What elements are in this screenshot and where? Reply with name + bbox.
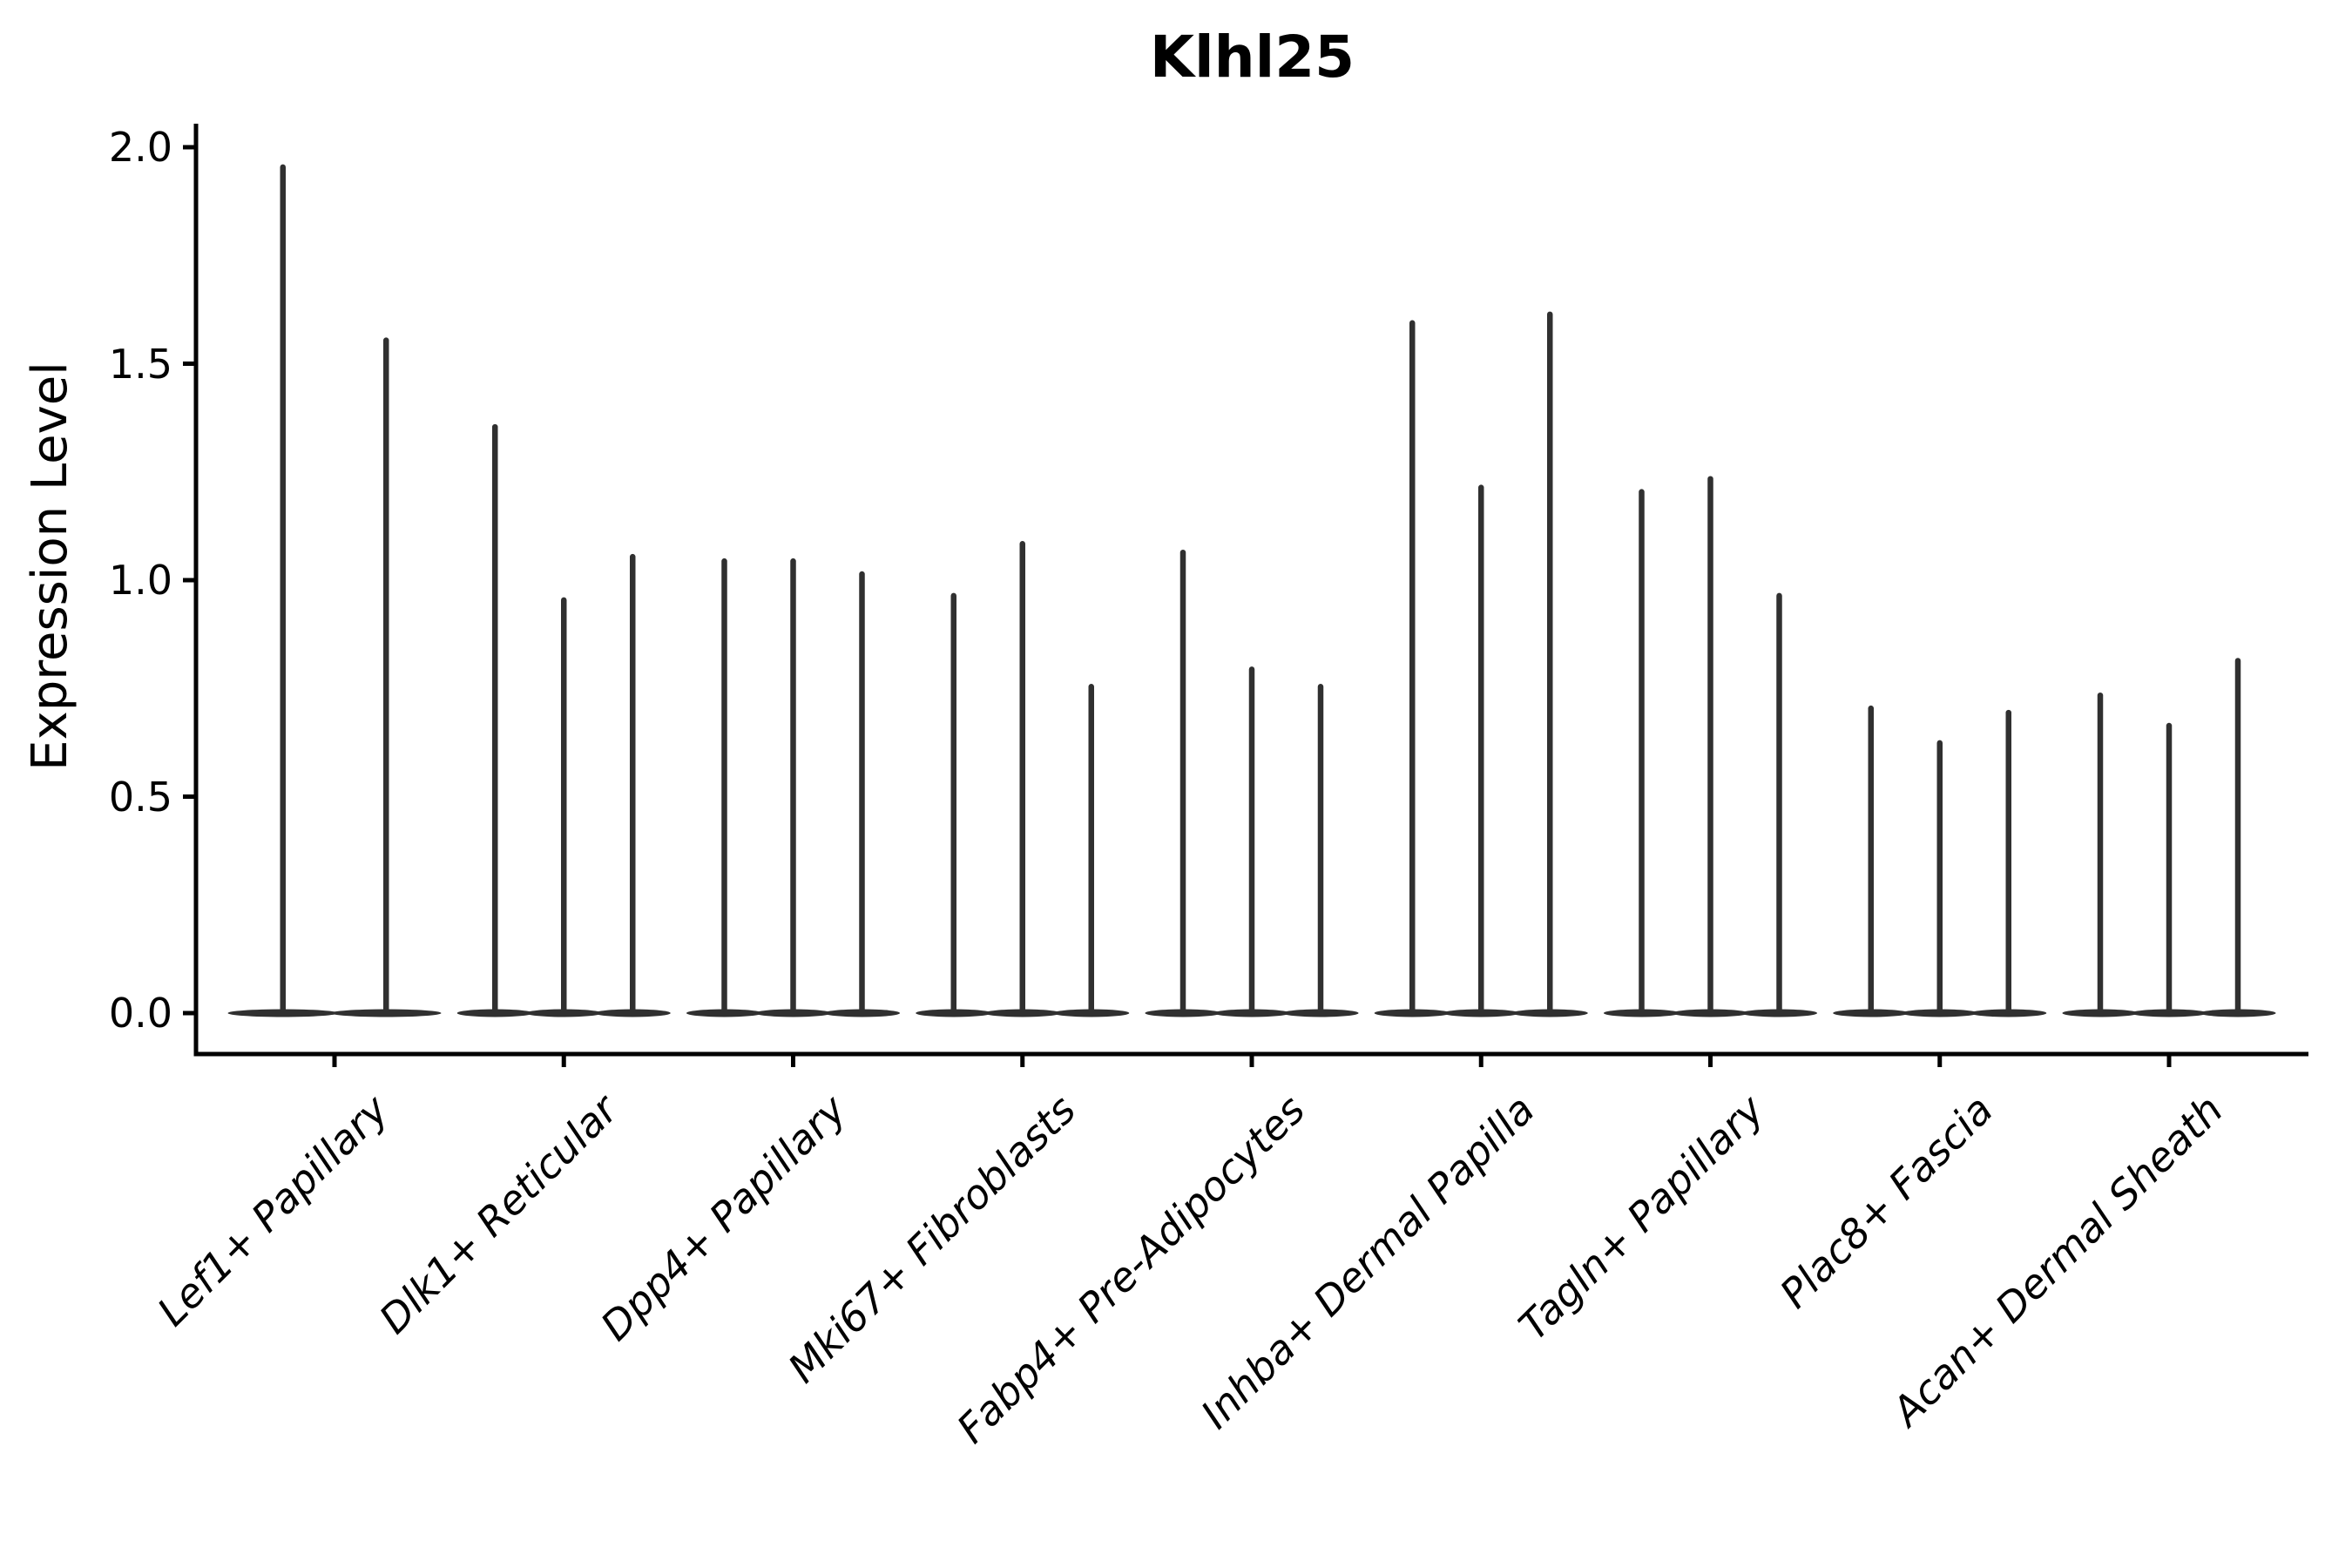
y-tick-label: 2.0 [108,124,172,171]
y-tick-label: 0.0 [108,990,172,1037]
y-tick-label: 0.5 [108,773,172,821]
y-tick-label: 1.0 [108,557,172,604]
y-tick-label: 1.5 [108,340,172,388]
axes-layer [183,124,2308,1067]
violins-layer [227,164,2276,1017]
chart-title: Klhl25 [1149,24,1355,91]
